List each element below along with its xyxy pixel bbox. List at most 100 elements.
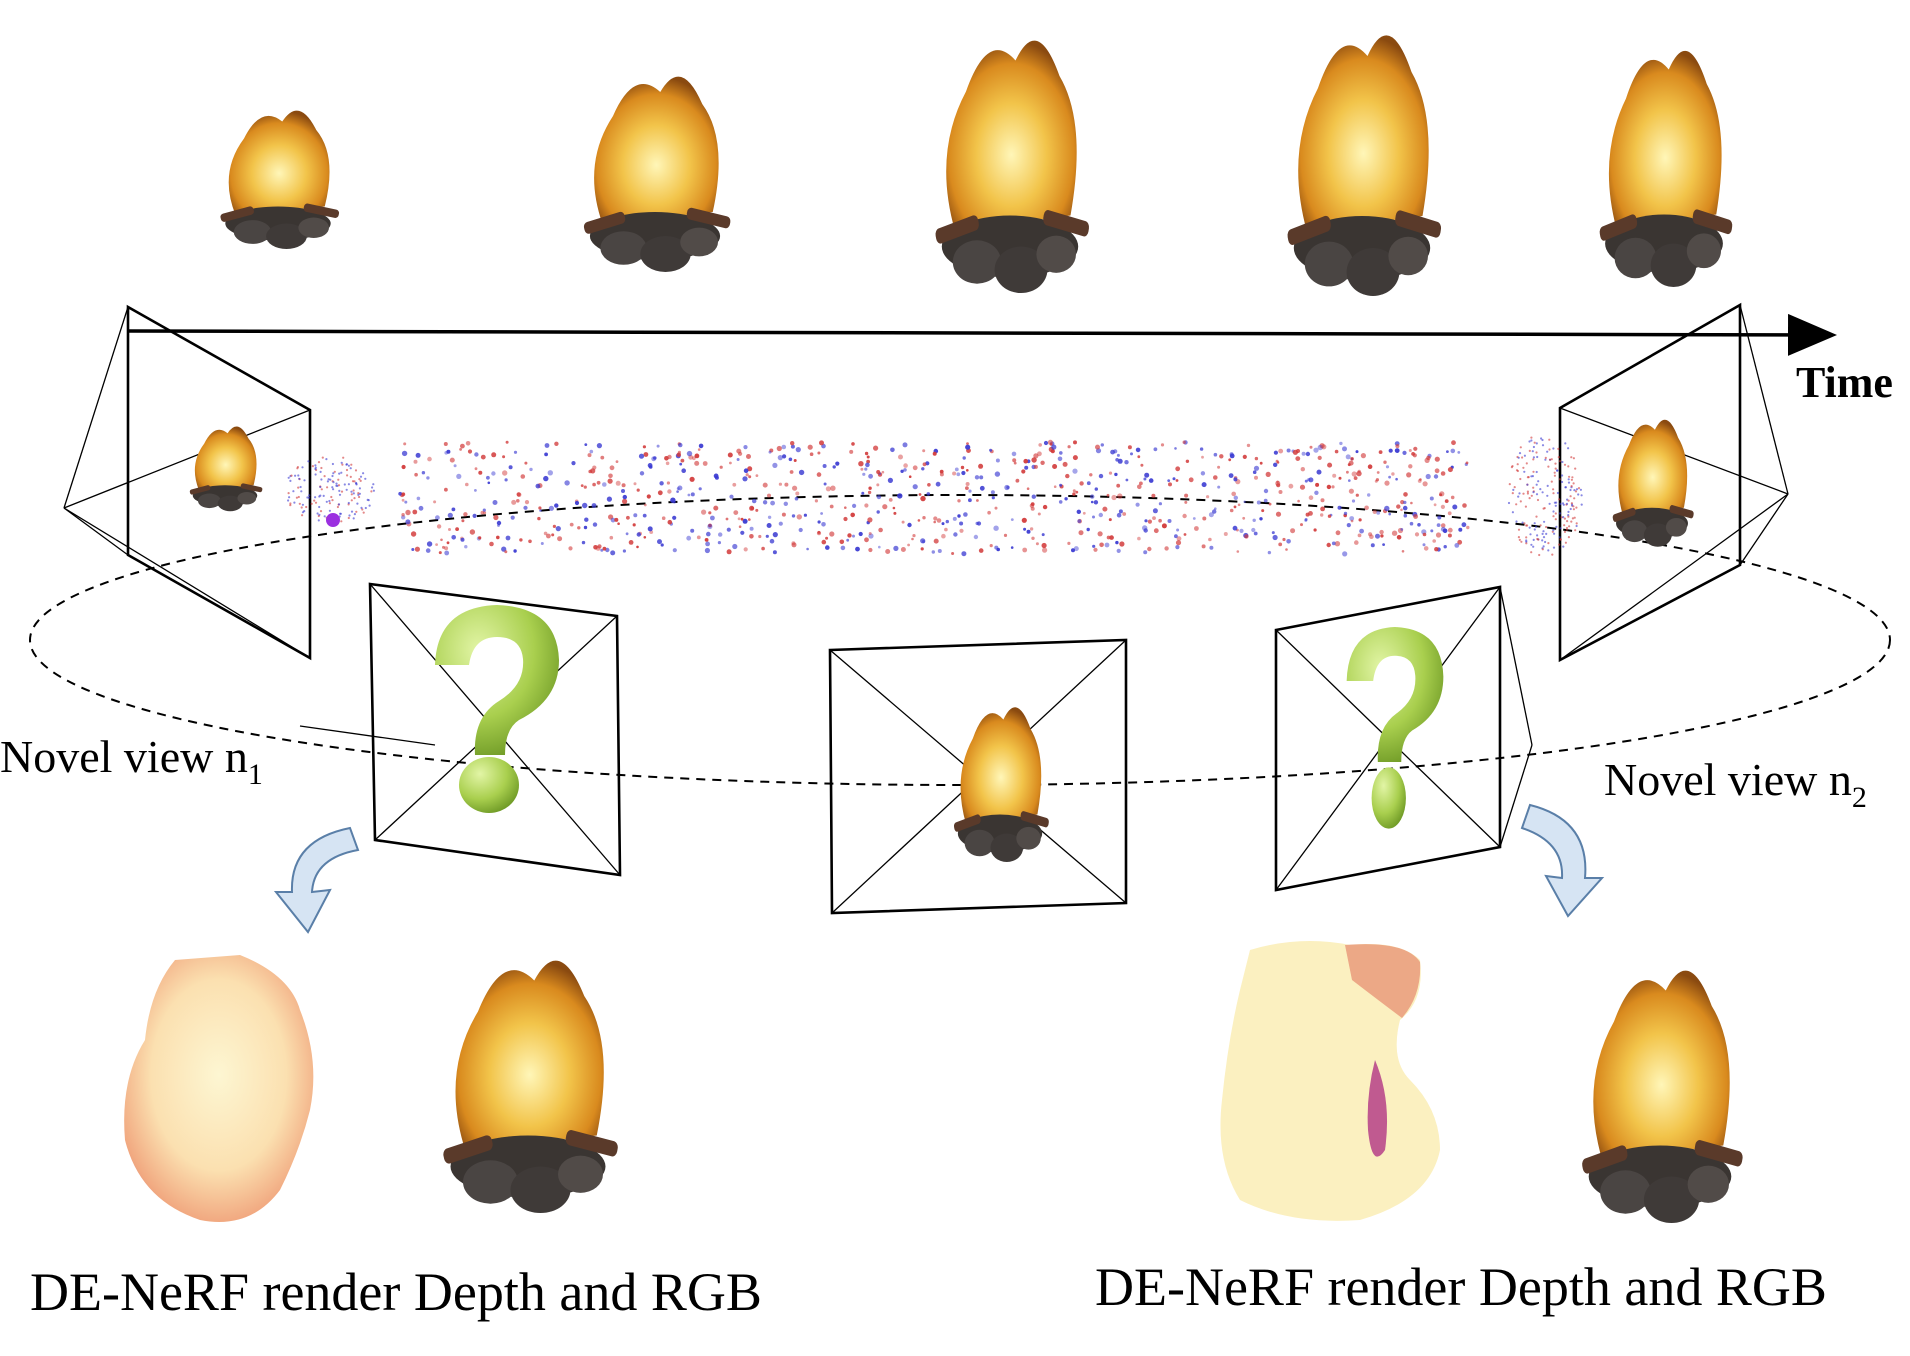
point <box>318 495 321 498</box>
point <box>1542 507 1545 510</box>
point <box>1430 529 1434 533</box>
point <box>1148 478 1154 483</box>
point <box>638 453 645 459</box>
point <box>1559 538 1562 541</box>
point <box>679 462 683 466</box>
point <box>1435 532 1442 538</box>
point <box>749 526 754 531</box>
point <box>696 535 701 540</box>
point <box>1425 473 1431 480</box>
point <box>1064 497 1068 501</box>
point <box>1354 540 1359 545</box>
point <box>941 522 945 526</box>
point <box>698 443 704 449</box>
point <box>957 499 961 503</box>
point <box>733 510 739 515</box>
point <box>868 486 872 490</box>
left-sparse-points <box>287 456 375 523</box>
point <box>1532 491 1535 494</box>
point <box>338 493 342 496</box>
point <box>622 494 627 500</box>
point <box>677 485 683 491</box>
novel-camera-2 <box>1274 585 1533 892</box>
point <box>524 500 530 505</box>
point <box>1021 469 1026 474</box>
point <box>444 487 448 492</box>
point <box>1559 527 1562 530</box>
point <box>352 489 355 492</box>
point <box>1551 553 1554 556</box>
point <box>1570 485 1573 488</box>
point <box>449 457 455 463</box>
point <box>656 444 660 448</box>
point <box>1552 488 1555 491</box>
point <box>364 477 367 480</box>
point <box>1573 497 1576 500</box>
point <box>1566 520 1569 523</box>
point <box>1562 545 1565 548</box>
point <box>1214 507 1217 511</box>
point <box>1357 533 1362 538</box>
point <box>912 465 918 471</box>
point <box>538 506 542 510</box>
point <box>540 542 544 545</box>
point <box>421 471 426 475</box>
point <box>1554 462 1557 465</box>
point <box>965 444 971 450</box>
point <box>661 516 666 520</box>
point <box>1422 532 1427 537</box>
point <box>1580 503 1583 506</box>
point <box>465 482 469 487</box>
point <box>1573 489 1576 492</box>
point <box>862 472 866 476</box>
point <box>1033 464 1038 469</box>
point <box>936 518 942 523</box>
point <box>323 515 326 518</box>
point <box>416 496 421 501</box>
point <box>1342 446 1347 452</box>
point <box>1521 521 1524 524</box>
point <box>1304 518 1308 521</box>
point <box>817 520 821 524</box>
point <box>840 545 846 551</box>
point <box>1564 541 1567 544</box>
point <box>625 532 629 536</box>
point <box>825 486 832 492</box>
point <box>846 538 850 542</box>
point <box>1383 460 1387 464</box>
point <box>719 465 723 469</box>
fire-frame-3 <box>934 40 1090 293</box>
point <box>472 513 477 519</box>
point <box>1297 499 1300 503</box>
point <box>1454 543 1460 548</box>
point <box>1098 473 1104 479</box>
point <box>592 465 597 470</box>
point <box>1059 451 1063 455</box>
point <box>917 519 921 522</box>
point <box>963 512 968 517</box>
point <box>1004 484 1010 491</box>
point <box>778 482 783 486</box>
point <box>1093 547 1098 552</box>
point <box>1231 491 1236 497</box>
point <box>289 479 292 482</box>
point <box>790 441 795 446</box>
point <box>1037 451 1042 457</box>
point <box>1567 536 1570 539</box>
point <box>1458 527 1463 532</box>
point <box>864 537 869 543</box>
point <box>1140 463 1144 467</box>
point <box>1519 477 1522 481</box>
point <box>1575 506 1578 509</box>
timeline-frames <box>219 35 1733 297</box>
point <box>360 506 363 509</box>
point <box>1518 492 1521 495</box>
point <box>338 472 341 475</box>
point <box>352 492 355 495</box>
point <box>866 459 870 464</box>
point <box>355 510 358 513</box>
point <box>714 475 719 480</box>
point <box>1391 472 1395 476</box>
point <box>1108 471 1113 475</box>
point <box>1367 493 1371 497</box>
